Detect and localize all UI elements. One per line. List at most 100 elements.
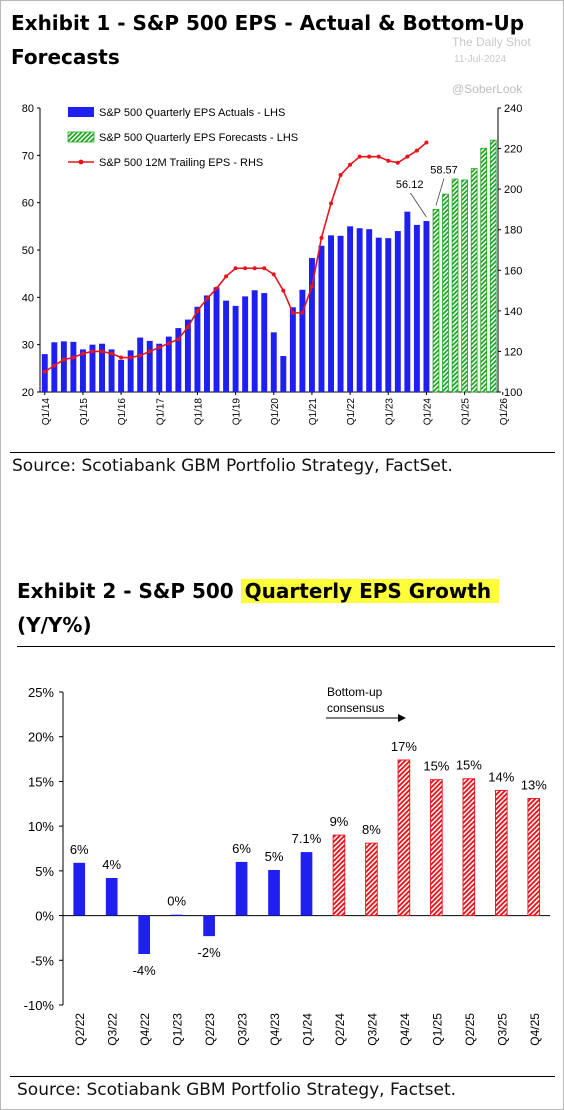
left-axis-tick-label: 20: [22, 387, 34, 399]
actual-eps-bar: [366, 229, 373, 392]
growth-data-label: 4%: [102, 857, 121, 872]
right-axis-tick-label: 180: [504, 225, 522, 237]
right-axis-tick-label: 220: [504, 144, 522, 156]
x-axis-tick-label: Q1/20: [270, 398, 281, 426]
y-axis-tick-label: -5%: [31, 953, 55, 968]
trailing-eps-point: [214, 286, 219, 291]
trailing-eps-point: [119, 355, 124, 360]
y-axis-tick-label: 5%: [35, 864, 54, 879]
actual-eps-bar: [99, 343, 105, 392]
trailing-eps-point: [386, 158, 391, 163]
actual-eps-bar: [165, 336, 172, 392]
left-axis-tick-label: 30: [22, 340, 34, 352]
growth-data-label: 14%: [488, 769, 514, 784]
growth-data-label: 17%: [391, 739, 417, 754]
actual-eps-bar: [223, 300, 230, 392]
x-axis-tick-label: Q1/25: [461, 398, 472, 426]
trailing-eps-point: [52, 363, 57, 368]
right-axis-tick-label: 140: [504, 306, 522, 318]
source-divider-1: [10, 452, 555, 453]
trailing-eps-point: [338, 172, 343, 177]
annotation-text-line-2: consensus: [327, 701, 384, 715]
left-axis-tick-label: 40: [22, 292, 34, 304]
actual-eps-bar: [184, 319, 191, 392]
legend-swatch-forecast: [67, 131, 95, 143]
y-axis-tick-label: 25%: [28, 685, 54, 700]
left-axis-tick-label: 60: [22, 198, 34, 210]
actual-eps-bar: [79, 349, 86, 392]
x-axis-tick-label: Q1/14: [41, 398, 52, 426]
growth-data-label: 13%: [521, 777, 547, 792]
growth-data-label: 5%: [265, 849, 284, 864]
growth-data-label: 9%: [330, 814, 349, 829]
actual-eps-bar: [213, 287, 220, 392]
actual-eps-bar: [156, 343, 163, 392]
trailing-eps-point: [61, 357, 66, 362]
x-axis-category-label: Q3/22: [106, 1013, 120, 1046]
trailing-eps-point: [319, 235, 324, 240]
trailing-eps-point: [80, 351, 85, 356]
trailing-eps-point: [233, 266, 238, 271]
growth-data-label: 15%: [423, 759, 449, 774]
actual-eps-bar: [413, 224, 420, 392]
x-axis-category-label: Q4/25: [528, 1013, 542, 1046]
x-axis-category-label: Q4/24: [398, 1013, 412, 1046]
legend-swatch-actual: [68, 107, 94, 117]
annotation-arrow-head: [398, 714, 406, 722]
actual-growth-bar: [300, 852, 313, 916]
trailing-eps-point: [348, 162, 353, 167]
actual-eps-bar: [175, 328, 182, 392]
actual-eps-bar: [385, 238, 392, 392]
exhibit-2-title: Exhibit 2 - S&P 500 Quarterly EPS Growth…: [17, 574, 552, 642]
annotation-leader-actual: [410, 192, 427, 218]
left-axis-tick-label: 80: [22, 103, 34, 115]
trailing-eps-point: [262, 266, 267, 271]
trailing-eps-point: [176, 337, 181, 342]
trailing-eps-point: [157, 345, 162, 350]
annotation-leader-forecast: [435, 178, 445, 206]
growth-chart: -10% -5% 0% 5% 10% 15% 20% 25% 6% Q2/22 4% Q3/22 -4%…: [24, 685, 550, 1046]
trailing-eps-point: [185, 325, 190, 330]
forecast-eps-bar: [451, 178, 459, 393]
growth-data-label: -4%: [133, 963, 157, 978]
trailing-eps-point: [42, 369, 47, 374]
x-axis-category-label: Q1/25: [430, 1013, 444, 1046]
actual-eps-bar: [308, 258, 315, 392]
annotation-label-actual: 56.12: [396, 179, 424, 191]
x-axis-tick-label: Q1/23: [384, 398, 395, 426]
actual-eps-bar: [423, 221, 430, 392]
trailing-eps-point: [243, 266, 248, 271]
trailing-eps-point: [90, 349, 95, 354]
actual-eps-bar: [289, 307, 296, 392]
x-axis-tick-label: Q1/16: [117, 398, 128, 426]
legend-swatch-trailing-dot: [78, 159, 84, 165]
forecast-eps-bar: [461, 179, 468, 393]
actual-eps-bar: [299, 289, 306, 392]
trailing-eps-point: [367, 154, 372, 159]
watermark-date: 11-Jul-2024: [454, 54, 507, 65]
x-axis-tick-label: Q1/19: [232, 398, 243, 426]
trailing-eps-point: [424, 140, 429, 145]
forecast-growth-bar: [462, 778, 476, 917]
trailing-eps-point: [376, 154, 381, 159]
y-axis-tick-label: 0%: [35, 909, 54, 924]
actual-eps-bar: [89, 344, 96, 392]
x-axis-category-label: Q2/23: [203, 1013, 217, 1046]
trailing-eps-point: [357, 154, 362, 159]
forecast-eps-bar: [489, 139, 497, 393]
source-note-1: Source: Scotiabank GBM Portfolio Strateg…: [12, 456, 453, 476]
legend-entry: S&P 500 12M Trailing EPS - RHS: [99, 157, 263, 169]
forecast-eps-bar: [442, 193, 449, 393]
x-axis-tick-label: Q1/24: [422, 398, 433, 426]
forecast-eps-bar: [470, 168, 478, 393]
right-axis-tick-label: 100: [504, 387, 522, 399]
trailing-eps-point: [71, 355, 76, 360]
trailing-eps-point: [195, 308, 200, 313]
title-divider-2: [17, 646, 555, 647]
left-axis-tick-label: 50: [22, 245, 34, 257]
growth-data-label: 15%: [456, 758, 482, 773]
eps-chart: 20 30 40 50 60 70 80 100 120 140 160 180 200 220 240 Q1…: [22, 103, 523, 426]
forecast-growth-bar: [365, 842, 378, 917]
actual-eps-bar: [232, 305, 239, 392]
